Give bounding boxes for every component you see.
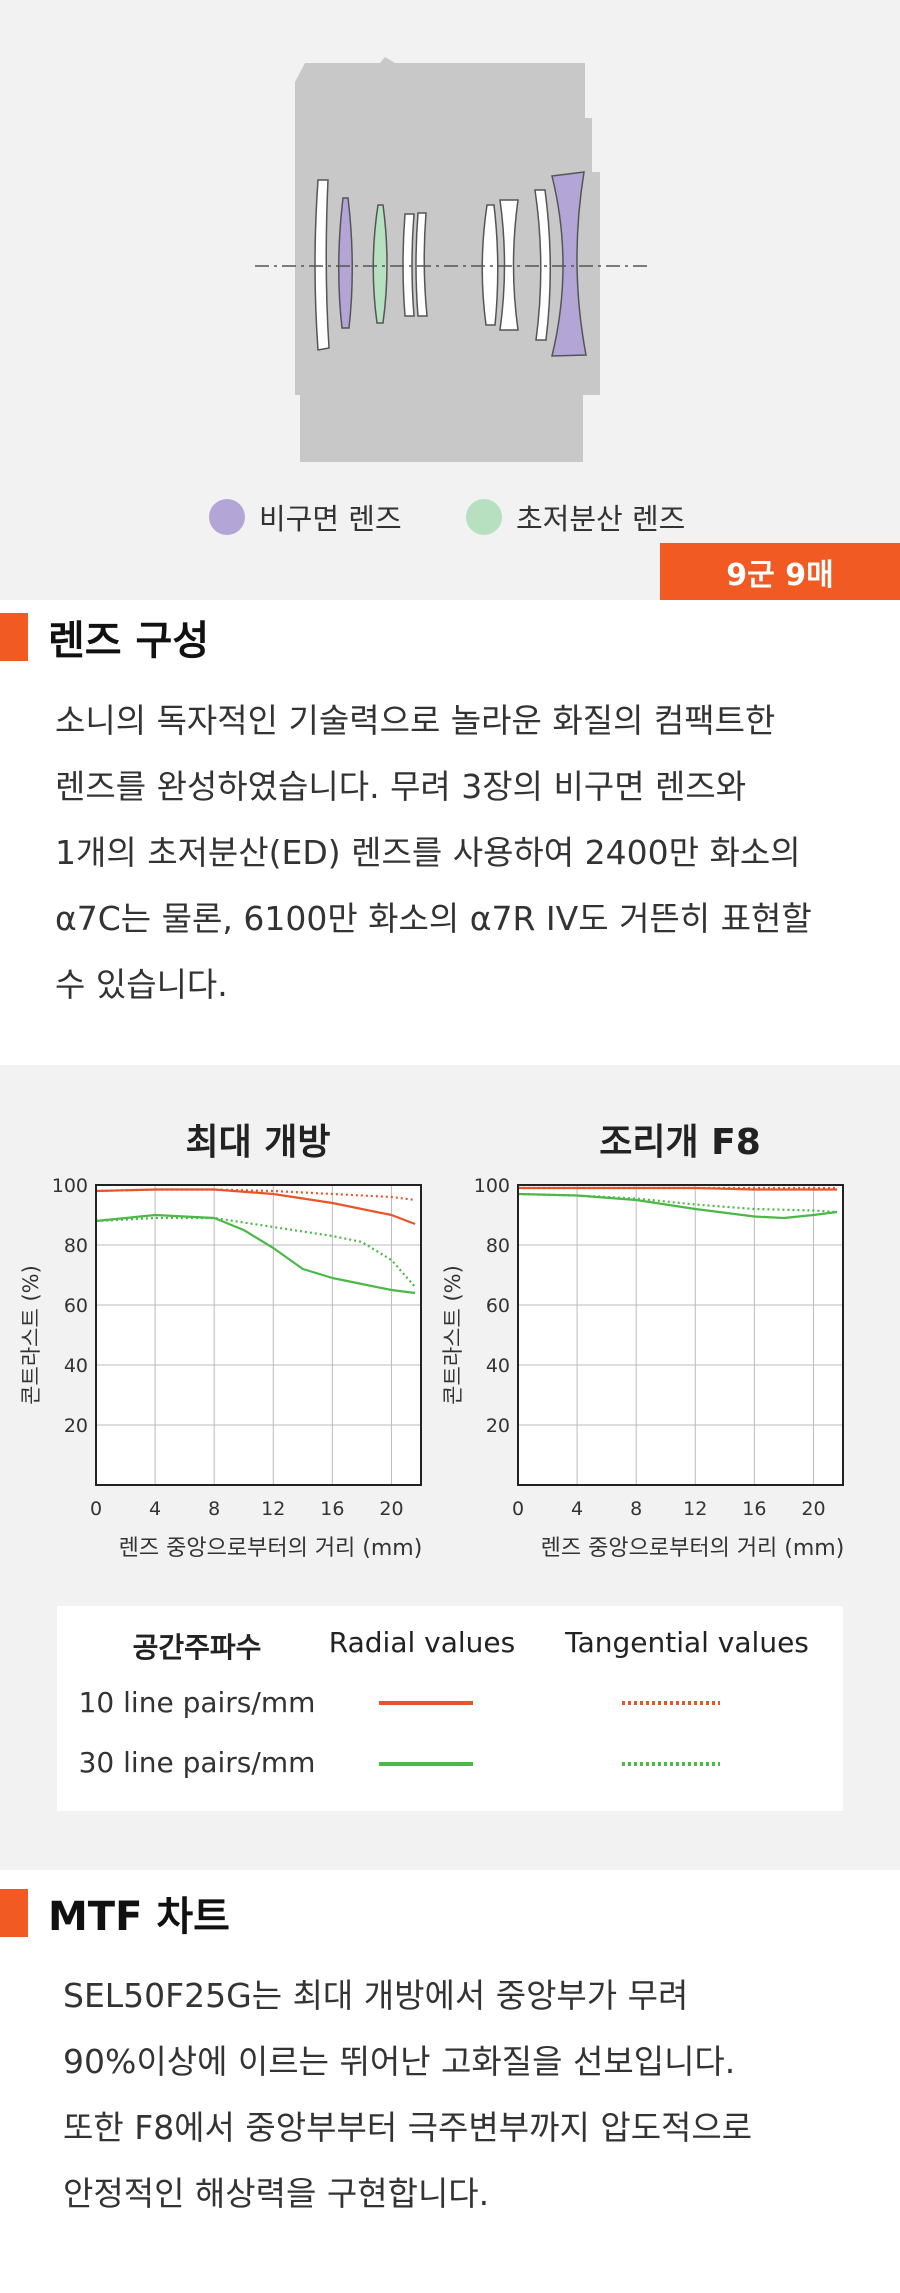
plot-frame xyxy=(517,1184,844,1486)
description-line: 렌즈를 완성하였습니다. 무려 3장의 비구면 렌즈와 xyxy=(55,767,747,806)
mtf-legend-table: 공간주파수 Radial values Tangential values 10… xyxy=(57,1606,843,1811)
lens-element-1 xyxy=(314,179,330,351)
x-tick-label: 16 xyxy=(742,1498,766,1520)
y-tick-label: 60 xyxy=(64,1295,88,1317)
lens-element-7 xyxy=(499,199,519,331)
lens-element-8 xyxy=(534,189,552,341)
x-axis-label: 렌즈 중앙으로부터의 거리 (mm) xyxy=(541,1536,845,1561)
mtf-series-line xyxy=(95,1216,416,1288)
x-tick-label: 12 xyxy=(261,1498,285,1520)
mtf-section-heading: MTF 차트 xyxy=(0,1888,230,1940)
mtf-description: SEL50F25G는 최대 개방에서 중앙부가 무려 90%이상에 이르는 뛰어… xyxy=(63,1963,752,2227)
x-tick-label: 4 xyxy=(149,1498,161,1520)
mtf-series-line xyxy=(95,1188,416,1202)
y-tick-label: 20 xyxy=(486,1415,510,1437)
chart-title-f8: 조리개 F8 xyxy=(599,1122,761,1163)
mtf-series-line xyxy=(517,1192,838,1214)
legend-row-30lp: 30 line pairs/mm xyxy=(78,1746,316,1779)
lens-section-title: 렌즈 구성 xyxy=(48,618,210,664)
chart-title-wide-open: 최대 개방 xyxy=(185,1122,331,1163)
description-line: SEL50F25G는 최대 개방에서 중앙부가 무려 xyxy=(63,1976,689,2015)
x-tick-label: 0 xyxy=(90,1498,102,1520)
y-tick-label: 80 xyxy=(64,1235,88,1257)
description-line: 또한 F8에서 중앙부부터 극주변부까지 압도적으로 xyxy=(63,2108,753,2147)
heading-accent-bar xyxy=(0,1889,28,1937)
lens-legend: 비구면 렌즈 초저분산 렌즈 xyxy=(0,492,900,542)
mtf-chart-section: 최대 개방 조리개 F8 20 40 60 80 100 0 4 8 12 16 20 렌즈 중앙으로… xyxy=(0,1065,900,1870)
x-tick-label: 4 xyxy=(571,1498,583,1520)
y-tick-label: 100 xyxy=(52,1175,88,1197)
description-line: 수 있습니다. xyxy=(55,965,228,1004)
description-line: 안정적인 해상력을 구현합니다. xyxy=(63,2174,490,2213)
legend-row-10lp: 10 line pairs/mm xyxy=(78,1686,316,1719)
mtf-series-line xyxy=(518,1186,838,1191)
y-axis-label: 콘트라스트 (%) xyxy=(441,1265,465,1405)
x-tick-label: 8 xyxy=(630,1498,642,1520)
legend-ed-label: 초저분산 렌즈 xyxy=(516,502,686,536)
y-tick-label: 60 xyxy=(486,1295,510,1317)
y-tick-label: 100 xyxy=(474,1175,510,1197)
legend-aspherical: 비구면 렌즈 xyxy=(209,492,402,542)
legend-ed: 초저분산 렌즈 xyxy=(466,492,685,542)
y-tick-label: 80 xyxy=(486,1235,510,1257)
mtf-series-line xyxy=(95,1213,416,1295)
plot-frame xyxy=(95,1184,422,1486)
lens-element-9-aspherical xyxy=(551,171,587,357)
description-line: α7C는 물론, 6100만 화소의 α7R IV도 거뜬히 표현할 xyxy=(55,899,812,938)
legend-header-frequency: 공간주파수 xyxy=(132,1631,262,1664)
description-line: 1개의 초저분산(ED) 렌즈를 사용하여 2400만 화소의 xyxy=(55,833,801,872)
lens-element-6 xyxy=(481,204,499,326)
mtf-series-line xyxy=(95,1188,416,1226)
mtf-section-title: MTF 차트 xyxy=(48,1894,230,1940)
x-tick-label: 8 xyxy=(208,1498,220,1520)
legend-header-radial: Radial values xyxy=(328,1626,516,1659)
x-tick-label: 20 xyxy=(801,1498,825,1520)
heading-accent-bar xyxy=(0,613,28,661)
description-line: 90%이상에 이르는 뛰어난 고화질을 선보입니다. xyxy=(63,2042,736,2081)
x-tick-label: 16 xyxy=(320,1498,344,1520)
legend-header-tangential: Tangential values xyxy=(565,1626,809,1659)
plot-area xyxy=(96,1185,421,1485)
mtf-series-line xyxy=(517,1192,838,1220)
legend-line-swatches xyxy=(379,1701,720,1766)
lens-element-5 xyxy=(415,212,428,317)
lens-diagram xyxy=(255,57,648,462)
lens-diagram-section: 비구면 렌즈 초저분산 렌즈 9군 9매 xyxy=(0,0,900,600)
y-axis-label: 콘트라스트 (%) xyxy=(19,1265,43,1405)
lens-element-2-aspherical xyxy=(338,197,353,329)
plot-area xyxy=(518,1185,843,1485)
aspherical-swatch xyxy=(209,499,245,535)
x-axis-label: 렌즈 중앙으로부터의 거리 (mm) xyxy=(119,1536,423,1561)
lens-barrel xyxy=(295,57,600,462)
x-tick-label: 20 xyxy=(379,1498,403,1520)
lens-element-4 xyxy=(402,213,415,317)
y-tick-label: 40 xyxy=(486,1355,510,1377)
y-tick-label: 20 xyxy=(64,1415,88,1437)
x-tick-label: 12 xyxy=(683,1498,707,1520)
y-tick-label: 40 xyxy=(64,1355,88,1377)
ed-swatch xyxy=(466,499,502,535)
element-count-badge: 9군 9매 xyxy=(660,543,900,600)
x-tick-label: 0 xyxy=(512,1498,524,1520)
lens-description: 소니의 독자적인 기술력으로 놀라운 화질의 컴팩트한 렌즈를 완성하였습니다.… xyxy=(55,688,812,1018)
description-line: 소니의 독자적인 기술력으로 놀라운 화질의 컴팩트한 xyxy=(55,701,776,740)
legend-aspherical-label: 비구면 렌즈 xyxy=(259,502,402,536)
lens-element-3-ed xyxy=(372,204,388,324)
lens-section-heading: 렌즈 구성 xyxy=(0,612,209,664)
